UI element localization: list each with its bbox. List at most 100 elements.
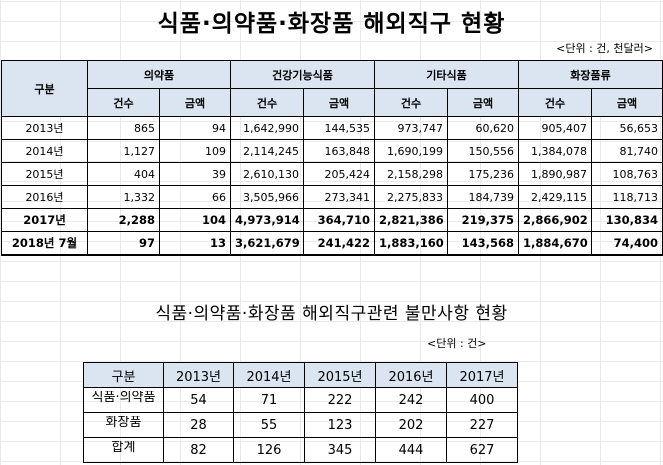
amount-cell: 144,535 <box>302 116 376 140</box>
amount-cell: 163,848 <box>302 139 376 163</box>
sub-header-amount: 금액 <box>302 88 376 117</box>
amount-cell: 108,763 <box>591 162 663 186</box>
table-row: 2018년 7월 97 13 3,621,679 241,422 1,883,160 143… <box>1 231 663 256</box>
sub-header-amount: 금액 <box>159 88 231 117</box>
amount-cell: 205,424 <box>302 162 376 186</box>
sub-header-amount: 금액 <box>591 88 663 117</box>
page-title: 식품·의약품·화장품 해외직구 현황 <box>157 11 506 37</box>
year-cell: 2013년 <box>1 116 88 140</box>
amount-cell: 13 <box>159 231 231 256</box>
count-cell: 2,288 <box>87 208 160 232</box>
amount-cell: 241,422 <box>302 231 376 256</box>
table-row: 2013년 865 94 1,642,990 144,535 973,747 60,620 9… <box>1 116 663 140</box>
count-cell: 1,883,160 <box>374 231 449 256</box>
count-cell: 3,621,679 <box>230 231 304 256</box>
count-cell: 2,429,115 <box>518 185 593 209</box>
complaint-count-cell: 345 <box>304 437 376 463</box>
complaint-count-cell: 126 <box>233 437 305 463</box>
table-row: 화장품 28 55 123 202 227 <box>83 412 518 438</box>
amount-cell: 184,739 <box>447 185 520 209</box>
count-cell: 1,642,990 <box>230 116 304 140</box>
amount-cell: 109 <box>159 139 231 163</box>
amount-cell: 81,740 <box>591 139 663 163</box>
amount-cell: 219,375 <box>447 208 520 232</box>
complaint-count-cell: 222 <box>304 387 376 413</box>
unit-note: <단위 : 건, 천달러> <box>556 42 653 55</box>
complaint-count-cell: 227 <box>446 412 518 438</box>
category-label: 식품·의약품 <box>91 391 156 405</box>
table-row: 합계 82 126 345 444 627 <box>83 437 518 463</box>
amount-cell: 60,620 <box>447 116 520 140</box>
count-cell: 1,127 <box>87 139 160 163</box>
table-row: 2017년 2,288 104 4,973,914 364,710 2,821,386 21… <box>1 208 663 232</box>
count-cell: 1,690,199 <box>374 139 449 163</box>
count-cell: 905,407 <box>518 116 593 140</box>
count-cell: 2,821,386 <box>374 208 449 232</box>
table-row: 2014년 1,127 109 2,114,245 163,848 1,690,199 15… <box>1 139 663 163</box>
amount-cell: 143,568 <box>447 231 520 256</box>
amount-cell: 104 <box>159 208 231 232</box>
complaint-count-cell: 202 <box>375 412 447 438</box>
amount-cell: 273,341 <box>302 185 376 209</box>
count-cell: 865 <box>87 116 160 140</box>
amount-cell: 39 <box>159 162 231 186</box>
amount-cell: 364,710 <box>302 208 376 232</box>
complaints-header-year: 2015년 <box>304 362 376 388</box>
category-cell: 식품·의약품 <box>83 387 164 413</box>
complaint-count-cell: 55 <box>233 412 305 438</box>
count-cell: 1,890,987 <box>518 162 593 186</box>
sub-header-count: 건수 <box>374 88 449 117</box>
complaints-header-year: 2016년 <box>375 362 447 388</box>
complaint-count-cell: 28 <box>163 412 234 438</box>
year-cell: 2015년 <box>1 162 88 186</box>
sub-header-count: 건수 <box>230 88 304 117</box>
complaint-count-cell: 71 <box>233 387 305 413</box>
complaints-header-year: 2014년 <box>233 362 305 388</box>
complaints-header-year: 2013년 <box>163 362 234 388</box>
year-cell: 2017년 <box>1 208 88 232</box>
category-cell: 화장품 <box>83 412 164 438</box>
table-row: 식품·의약품 54 71 222 242 400 <box>83 387 518 413</box>
amount-cell: 130,834 <box>591 208 663 232</box>
category-label: 합계 <box>111 441 136 455</box>
complaint-count-cell: 627 <box>446 437 518 463</box>
complaints-title: 식품·의약품·화장품 해외직구관련 불만사항 현황 <box>155 304 508 324</box>
table-row: 2016년 1,332 66 3,505,966 273,341 2,275,833 184… <box>1 185 663 209</box>
overseas-purchase-table: 구분 의약품 건강기능식품 기타식품 화장품류 건수 금액 건수 금액 건수 금… <box>1 60 663 256</box>
count-cell: 2,158,298 <box>374 162 449 186</box>
complaint-count-cell: 123 <box>304 412 376 438</box>
year-cell: 2016년 <box>1 185 88 209</box>
amount-cell: 150,556 <box>447 139 520 163</box>
complaints-header-category: 구분 <box>83 362 164 388</box>
amount-cell: 94 <box>159 116 231 140</box>
count-cell: 2,275,833 <box>374 185 449 209</box>
complaint-count-cell: 444 <box>375 437 447 463</box>
category-cell: 합계 <box>83 437 164 463</box>
count-cell: 4,973,914 <box>230 208 304 232</box>
group-header-other-food: 기타식품 <box>374 60 520 89</box>
count-cell: 2,114,245 <box>230 139 304 163</box>
count-cell: 1,332 <box>87 185 160 209</box>
year-cell: 2018년 7월 <box>1 231 88 256</box>
count-cell: 3,505,966 <box>230 185 304 209</box>
sub-header-count: 건수 <box>87 88 160 117</box>
complaints-unit-note: <단위 : 건> <box>427 337 487 350</box>
group-header-health-food: 건강기능식품 <box>229 60 376 89</box>
count-cell: 1,384,078 <box>518 139 593 163</box>
amount-cell: 175,236 <box>447 162 520 186</box>
amount-cell: 66 <box>159 185 231 209</box>
year-cell: 2014년 <box>1 139 88 163</box>
complaint-count-cell: 82 <box>163 437 234 463</box>
count-cell: 2,866,902 <box>518 208 593 232</box>
count-cell: 973,747 <box>374 116 449 140</box>
amount-cell: 74,400 <box>591 231 663 256</box>
group-header-medicine: 의약품 <box>87 60 231 89</box>
sub-header-count: 건수 <box>518 88 593 117</box>
complaint-count-cell: 242 <box>375 387 447 413</box>
complaint-count-cell: 54 <box>163 387 234 413</box>
category-label: 화장품 <box>105 416 142 430</box>
count-cell: 97 <box>87 231 160 256</box>
count-cell: 404 <box>87 162 160 186</box>
complaints-header-year: 2017년 <box>446 362 518 388</box>
sub-header-amount: 금액 <box>447 88 520 117</box>
